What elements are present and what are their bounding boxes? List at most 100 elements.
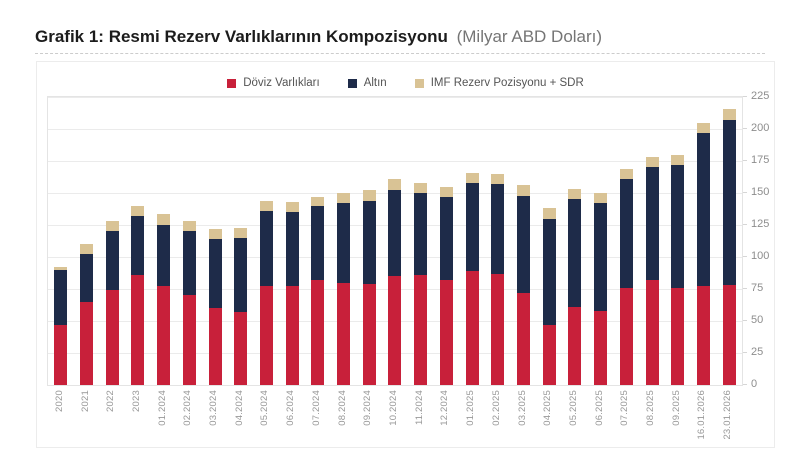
x-axis-label: 12.2024 bbox=[439, 390, 451, 426]
bar-segment bbox=[696, 286, 710, 385]
bar-segment bbox=[131, 274, 145, 385]
bar-segment bbox=[208, 308, 222, 385]
bar-segment bbox=[285, 286, 299, 385]
stacked-bar-09.2025 bbox=[671, 154, 685, 385]
x-axis: 2020 2021 2022 2023 01.2024 02.2024 03.2024 04.… bbox=[47, 386, 741, 446]
legend-item-doviz: Döviz Varlıkları bbox=[227, 77, 320, 89]
bar-segment bbox=[388, 190, 402, 277]
bar-segment bbox=[619, 168, 633, 179]
stacked-bar-16.01.2026 bbox=[696, 122, 710, 385]
bar-slot bbox=[665, 97, 691, 385]
stacked-bar-04.2024 bbox=[234, 227, 248, 385]
y-axis-tick bbox=[743, 128, 747, 129]
bar-slot bbox=[511, 97, 537, 385]
bar-segment bbox=[439, 196, 453, 281]
y-axis-label: 25 bbox=[751, 346, 764, 358]
x-axis-label: 02.2024 bbox=[182, 390, 194, 426]
bar-segment bbox=[594, 310, 608, 385]
bar-segment bbox=[337, 282, 351, 385]
plot-area bbox=[47, 96, 743, 386]
bar-slot bbox=[279, 97, 305, 385]
bar-slot bbox=[408, 97, 434, 385]
y-axis-tick bbox=[743, 288, 747, 289]
gridline bbox=[48, 129, 742, 130]
x-axis-label: 01.2025 bbox=[465, 390, 477, 426]
chart-title-unit: (Milyar ABD Doları) bbox=[456, 27, 603, 46]
y-axis-label: 200 bbox=[751, 122, 770, 134]
x-axis-label: 06.2025 bbox=[593, 390, 605, 426]
x-axis-label: 04.2024 bbox=[233, 390, 245, 426]
stacked-bar-04.2025 bbox=[542, 208, 556, 385]
bar-segment bbox=[208, 239, 222, 309]
bar-segment bbox=[80, 254, 94, 302]
x-axis-label: 06.2024 bbox=[285, 390, 297, 426]
bar-slot bbox=[562, 97, 588, 385]
bar-slot bbox=[459, 97, 485, 385]
bar-segment bbox=[619, 178, 633, 288]
bar-segment bbox=[671, 287, 685, 385]
y-axis-tick bbox=[743, 256, 747, 257]
stacked-bar-11.2024 bbox=[414, 182, 428, 385]
x-axis-label: 23.01.2026 bbox=[722, 390, 734, 440]
bar-slot bbox=[99, 97, 125, 385]
bar-segment bbox=[285, 201, 299, 213]
stacked-bar-12.2024 bbox=[439, 186, 453, 385]
bar-segment bbox=[568, 306, 582, 385]
stacked-bar-02.2024 bbox=[182, 221, 196, 385]
bar-segment bbox=[105, 231, 119, 291]
x-axis-label: 09.2024 bbox=[362, 390, 374, 426]
bar-segment bbox=[568, 199, 582, 307]
bar-segment bbox=[311, 280, 325, 385]
bar-segment bbox=[414, 193, 428, 275]
stacked-bar-09.2024 bbox=[362, 190, 376, 385]
y-axis: 0 25 50 75 100 125 150 175 200 225 bbox=[743, 90, 773, 390]
bar-slot bbox=[305, 97, 331, 385]
bar-segment bbox=[696, 122, 710, 133]
bar-segment bbox=[722, 285, 736, 385]
y-axis-tick bbox=[743, 384, 747, 385]
chart-card: Döviz Varlıkları Altın IMF Rezerv Pozisy… bbox=[36, 61, 775, 448]
bar-segment bbox=[696, 132, 710, 287]
stacked-bar-07.2025 bbox=[619, 168, 633, 385]
y-axis-tick bbox=[743, 224, 747, 225]
bar-segment bbox=[491, 173, 505, 185]
bar-slot bbox=[202, 97, 228, 385]
bar-segment bbox=[645, 280, 659, 385]
bar-segment bbox=[568, 189, 582, 200]
bar-segment bbox=[465, 271, 479, 385]
bar-slot bbox=[639, 97, 665, 385]
bar-slot bbox=[691, 97, 717, 385]
x-axis-label: 2022 bbox=[105, 390, 117, 412]
y-axis-label: 50 bbox=[751, 314, 764, 326]
x-axis-label: 01.2024 bbox=[156, 390, 168, 426]
y-axis-label: 125 bbox=[751, 218, 770, 230]
bar-slot bbox=[485, 97, 511, 385]
bar-segment bbox=[542, 208, 556, 219]
y-axis-tick bbox=[743, 192, 747, 193]
bar-slot bbox=[613, 97, 639, 385]
legend-swatch-altin bbox=[347, 78, 357, 88]
bar-segment bbox=[157, 213, 171, 226]
stacked-bar-01.2025 bbox=[465, 172, 479, 385]
bar-slot bbox=[177, 97, 203, 385]
bar-slot bbox=[434, 97, 460, 385]
x-axis-label: 2023 bbox=[130, 390, 142, 412]
bar-segment bbox=[645, 157, 659, 168]
legend-swatch-imf-sdr bbox=[414, 78, 424, 88]
bar-segment bbox=[259, 210, 273, 287]
x-axis-label: 10.2024 bbox=[388, 390, 399, 426]
bar-slot bbox=[254, 97, 280, 385]
stacked-bar-23.01.2026 bbox=[722, 108, 736, 385]
y-axis-label: 150 bbox=[751, 186, 770, 198]
stacked-bar-2021 bbox=[80, 244, 94, 385]
page-title: Grafik 1: Resmi Rezerv Varlıklarının Kom… bbox=[35, 0, 765, 54]
x-axis-label: 07.2024 bbox=[310, 390, 322, 426]
bar-segment bbox=[285, 212, 299, 287]
chart-legend: Döviz Varlıkları Altın IMF Rezerv Pozisy… bbox=[37, 62, 774, 95]
bar-segment bbox=[722, 108, 736, 121]
bar-segment bbox=[54, 269, 68, 325]
bar-segment bbox=[594, 193, 608, 204]
y-axis-label: 100 bbox=[751, 250, 770, 262]
bar-segment bbox=[517, 292, 530, 385]
y-axis-label: 175 bbox=[751, 154, 770, 166]
